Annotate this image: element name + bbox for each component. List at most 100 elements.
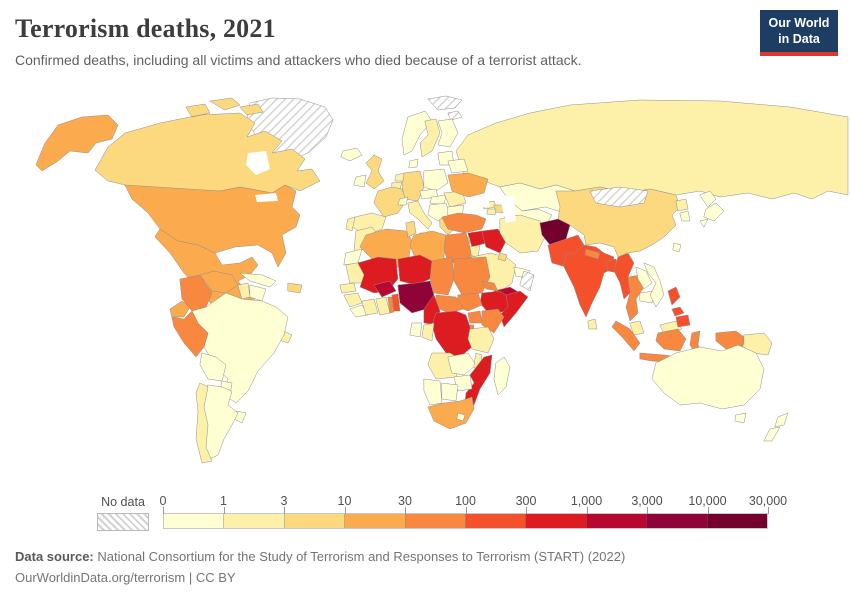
country-mongolia[interactable] bbox=[589, 186, 649, 208]
legend-tick-mark bbox=[284, 507, 285, 514]
legend-tick-label: 1,000 bbox=[570, 494, 603, 508]
country-switzerland[interactable] bbox=[397, 196, 409, 206]
country-hispaniola[interactable] bbox=[287, 282, 303, 294]
legend-tick-label: 100 bbox=[455, 494, 476, 508]
sea-shape bbox=[468, 197, 490, 207]
country-sweden[interactable] bbox=[419, 118, 441, 158]
country-new-zealand[interactable] bbox=[763, 412, 789, 442]
legend-tick-label: 0 bbox=[159, 494, 167, 508]
legend-bin-10,000-30,000[interactable] bbox=[707, 514, 768, 528]
country-alaska[interactable] bbox=[35, 114, 119, 172]
country-oman[interactable] bbox=[519, 270, 535, 292]
country-armenia[interactable] bbox=[486, 208, 497, 216]
page-title: Terrorism deaths, 2021 bbox=[15, 14, 276, 43]
legend-bin-10-30[interactable] bbox=[345, 514, 406, 528]
country-japan[interactable] bbox=[699, 190, 725, 228]
country-svalbard[interactable] bbox=[427, 95, 463, 121]
country-united-kingdom[interactable] bbox=[365, 154, 385, 190]
country-portugal[interactable] bbox=[345, 216, 356, 232]
country-congo[interactable] bbox=[421, 322, 435, 342]
legend-tick-label: 30 bbox=[398, 494, 412, 508]
country-benin[interactable] bbox=[391, 293, 401, 312]
country-senegal[interactable] bbox=[339, 282, 357, 294]
country-philippines[interactable] bbox=[667, 286, 691, 328]
legend-tick-mark bbox=[768, 507, 769, 514]
country-sri-lanka[interactable] bbox=[587, 318, 598, 330]
country-germany[interactable] bbox=[401, 170, 425, 202]
country-taiwan[interactable] bbox=[672, 242, 682, 253]
country-ireland[interactable] bbox=[353, 174, 367, 188]
country-zambia[interactable] bbox=[447, 352, 477, 376]
country-uganda[interactable] bbox=[467, 310, 483, 324]
country-finland[interactable] bbox=[437, 118, 459, 148]
country-kuwait[interactable] bbox=[497, 252, 508, 262]
country-niger[interactable] bbox=[397, 254, 433, 286]
legend-bin-100-300[interactable] bbox=[466, 514, 527, 528]
legend-tick-mark bbox=[344, 507, 346, 514]
country-france[interactable] bbox=[373, 186, 407, 218]
no-data-swatch[interactable] bbox=[97, 513, 149, 531]
country-chile[interactable] bbox=[195, 382, 213, 464]
country-dr-congo[interactable] bbox=[431, 310, 473, 358]
world-choropleth-map[interactable] bbox=[0, 95, 850, 490]
country-turkey[interactable] bbox=[441, 212, 487, 234]
country-denmark[interactable] bbox=[408, 158, 419, 169]
country-ukraine[interactable] bbox=[447, 172, 489, 198]
license-label: CC BY bbox=[195, 570, 236, 586]
country-tunisia[interactable] bbox=[405, 220, 417, 238]
owid-link[interactable]: OurWorldinData.org/terrorism bbox=[15, 570, 186, 586]
country-australia[interactable] bbox=[651, 344, 765, 424]
country-madagascar[interactable] bbox=[493, 356, 511, 396]
country-ecuador[interactable] bbox=[169, 300, 191, 318]
country-ivory-coast[interactable] bbox=[361, 298, 379, 316]
country-botswana[interactable] bbox=[441, 382, 459, 402]
country-somalia[interactable] bbox=[499, 290, 529, 328]
country-lesotho[interactable] bbox=[456, 412, 466, 422]
legend-bin-30-100[interactable] bbox=[405, 514, 467, 528]
country-vietnam[interactable] bbox=[643, 262, 665, 308]
country-cuba[interactable] bbox=[239, 272, 277, 288]
sea-shape bbox=[246, 151, 270, 175]
country-india[interactable] bbox=[563, 244, 615, 318]
country-chad[interactable] bbox=[429, 256, 455, 296]
legend-color-bar[interactable] bbox=[163, 513, 768, 529]
country-venezuela[interactable] bbox=[199, 270, 239, 294]
country-burkina-faso[interactable] bbox=[373, 280, 397, 298]
country-north-korea[interactable] bbox=[675, 198, 689, 212]
country-tanzania[interactable] bbox=[467, 326, 495, 354]
country-netherlands[interactable] bbox=[394, 172, 405, 182]
legend-tick-label: 300 bbox=[515, 494, 537, 508]
legend-tick-mark bbox=[405, 507, 406, 514]
owid-logo[interactable]: Our World in Data bbox=[760, 10, 838, 57]
country-poland[interactable] bbox=[423, 168, 449, 192]
country-namibia[interactable] bbox=[423, 378, 443, 406]
chart-subtitle: Confirmed deaths, including all victims … bbox=[15, 52, 582, 68]
country-sierra-leone-liberia[interactable] bbox=[349, 304, 369, 318]
country-iran[interactable] bbox=[499, 214, 547, 254]
country-norway[interactable] bbox=[401, 110, 433, 156]
legend-bin-1,000-3,000[interactable] bbox=[586, 514, 648, 528]
license-line: OurWorldinData.org/terrorism | CC BY bbox=[15, 570, 236, 586]
data-source-label: Data source: bbox=[15, 549, 94, 564]
legend-bin-1-3[interactable] bbox=[224, 514, 285, 528]
country-iraq[interactable] bbox=[481, 228, 507, 254]
country-nepal[interactable] bbox=[584, 248, 601, 260]
legend-bin-3,000-10,000[interactable] bbox=[647, 514, 708, 528]
country-iceland[interactable] bbox=[340, 147, 363, 162]
country-sudan[interactable] bbox=[453, 256, 491, 296]
country-ghana[interactable] bbox=[375, 296, 391, 316]
legend-bin-300-1,000[interactable] bbox=[526, 514, 587, 528]
no-data-label: No data bbox=[101, 495, 145, 509]
country-guinea[interactable] bbox=[343, 292, 363, 308]
legend-bin-0-1[interactable] bbox=[164, 514, 225, 528]
legend-bin-3-10[interactable] bbox=[284, 514, 346, 528]
country-belarus[interactable] bbox=[447, 158, 469, 174]
country-south-korea[interactable] bbox=[679, 210, 691, 222]
country-papua-new-guinea[interactable] bbox=[743, 332, 773, 356]
country-peru[interactable] bbox=[171, 310, 209, 358]
legend-tick-mark bbox=[465, 507, 467, 514]
owid-logo-text: Our World in Data bbox=[760, 10, 838, 53]
country-suriname[interactable] bbox=[249, 284, 267, 302]
country-gabon[interactable] bbox=[409, 322, 423, 338]
country-laos[interactable] bbox=[635, 266, 653, 290]
